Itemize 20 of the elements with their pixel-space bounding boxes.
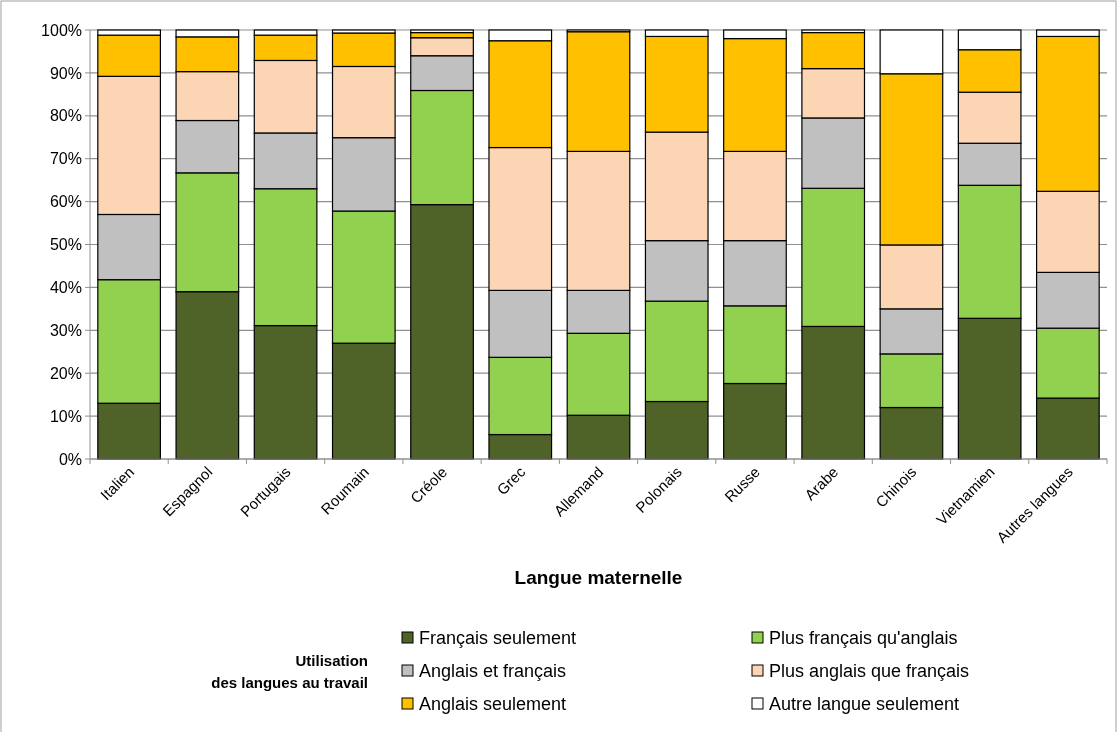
y-tick-label: 40%: [49, 279, 82, 296]
y-tick-label: 50%: [49, 236, 82, 254]
legend-label: Anglais et français: [419, 661, 567, 682]
bar: [410, 29, 474, 34]
y-tick-label: 70%: [49, 150, 82, 168]
y-tick-label: 10%: [49, 407, 82, 425]
y-tick-label: 30%: [49, 321, 82, 339]
y-tick-label: 20%: [49, 364, 82, 382]
legend-label: Autre langue seulement: [769, 694, 960, 715]
y-tick-label: 0%: [58, 450, 82, 468]
legend-label: Anglais seulement: [419, 694, 567, 715]
y-tick-label: 80%: [49, 107, 82, 125]
legend-label: Plus anglais que français: [769, 661, 970, 682]
legend-title: Utilisation des langues au travail: [211, 652, 368, 691]
legend-label: Plus français qu'anglais: [769, 628, 958, 649]
y-tick-label: 90%: [49, 64, 82, 82]
legend-label: Français seulement: [419, 628, 577, 649]
x-axis-title: Langue maternelle: [514, 567, 683, 588]
y-tick-label: 100%: [41, 21, 82, 39]
y-tick-label: 60%: [49, 193, 82, 211]
